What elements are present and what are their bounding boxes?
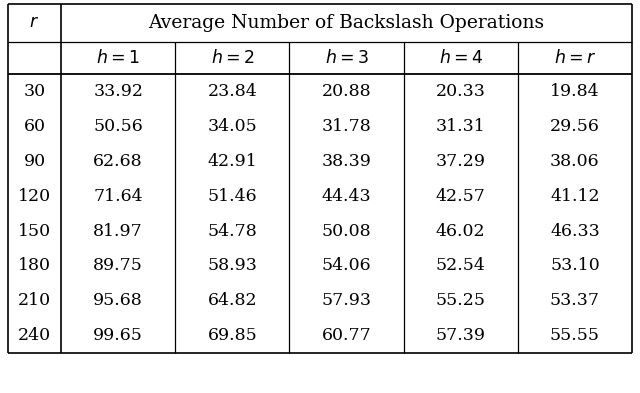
Text: 89.75: 89.75	[93, 257, 143, 274]
Text: 20.88: 20.88	[322, 83, 371, 100]
Text: 42.57: 42.57	[436, 187, 486, 205]
Text: 29.56: 29.56	[550, 118, 600, 135]
Text: 46.33: 46.33	[550, 222, 600, 239]
Text: 55.25: 55.25	[436, 292, 486, 309]
Text: $h=r$: $h=r$	[554, 49, 596, 67]
Text: 37.29: 37.29	[436, 153, 486, 170]
Text: 69.85: 69.85	[207, 327, 257, 344]
Text: 95.68: 95.68	[93, 292, 143, 309]
Text: 150: 150	[18, 222, 51, 239]
Text: $h=1$: $h=1$	[96, 49, 140, 67]
Text: 60.77: 60.77	[322, 327, 371, 344]
Text: 55.55: 55.55	[550, 327, 600, 344]
Text: 99.65: 99.65	[93, 327, 143, 344]
Text: 120: 120	[18, 187, 51, 205]
Text: 57.93: 57.93	[321, 292, 371, 309]
Text: 23.84: 23.84	[207, 83, 257, 100]
Text: 50.08: 50.08	[322, 222, 371, 239]
Text: 60: 60	[24, 118, 45, 135]
Text: $r$: $r$	[29, 15, 40, 31]
Text: 38.06: 38.06	[550, 153, 600, 170]
Text: 33.92: 33.92	[93, 83, 143, 100]
Text: 53.10: 53.10	[550, 257, 600, 274]
Text: 71.64: 71.64	[93, 187, 143, 205]
Text: 44.43: 44.43	[322, 187, 371, 205]
Text: 53.37: 53.37	[550, 292, 600, 309]
Text: 54.06: 54.06	[322, 257, 371, 274]
Text: 46.02: 46.02	[436, 222, 486, 239]
Text: 180: 180	[18, 257, 51, 274]
Text: 41.12: 41.12	[550, 187, 600, 205]
Text: $h=4$: $h=4$	[438, 49, 483, 67]
Text: Average Number of Backslash Operations: Average Number of Backslash Operations	[148, 14, 545, 32]
Text: 240: 240	[18, 327, 51, 344]
Text: 90: 90	[24, 153, 45, 170]
Text: 31.78: 31.78	[322, 118, 371, 135]
Text: 38.39: 38.39	[321, 153, 371, 170]
Text: 58.93: 58.93	[207, 257, 257, 274]
Text: 52.54: 52.54	[436, 257, 486, 274]
Text: 50.56: 50.56	[93, 118, 143, 135]
Text: 64.82: 64.82	[207, 292, 257, 309]
Text: 20.33: 20.33	[436, 83, 486, 100]
Text: 62.68: 62.68	[93, 153, 143, 170]
Text: $h=3$: $h=3$	[324, 49, 369, 67]
Text: 51.46: 51.46	[207, 187, 257, 205]
Text: 31.31: 31.31	[436, 118, 486, 135]
Text: 30: 30	[24, 83, 45, 100]
Text: 57.39: 57.39	[436, 327, 486, 344]
Text: 210: 210	[18, 292, 51, 309]
Text: 81.97: 81.97	[93, 222, 143, 239]
Text: 54.78: 54.78	[207, 222, 257, 239]
Text: $h=2$: $h=2$	[211, 49, 254, 67]
Text: 34.05: 34.05	[207, 118, 257, 135]
Text: 19.84: 19.84	[550, 83, 600, 100]
Text: 42.91: 42.91	[207, 153, 257, 170]
